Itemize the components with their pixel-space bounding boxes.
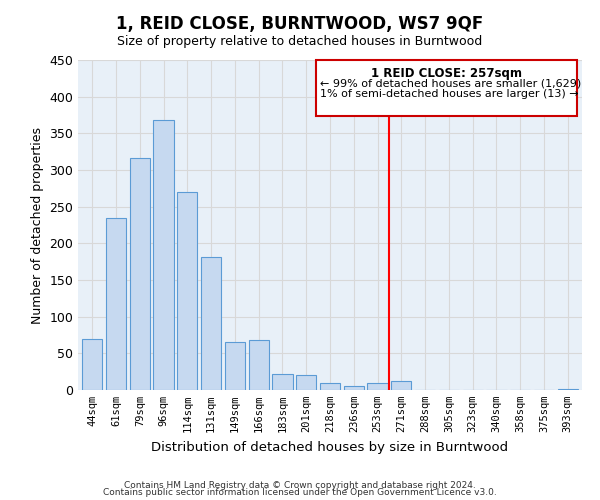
Bar <box>154 120 173 390</box>
Bar <box>201 256 221 390</box>
Text: 1% of semi-detached houses are larger (13) →: 1% of semi-detached houses are larger (1… <box>320 90 579 100</box>
Y-axis label: Number of detached properties: Number of detached properties <box>31 126 44 324</box>
Text: 1, REID CLOSE, BURNTWOOD, WS7 9QF: 1, REID CLOSE, BURNTWOOD, WS7 9QF <box>116 15 484 33</box>
Bar <box>367 382 388 390</box>
Bar <box>130 158 150 390</box>
Text: ← 99% of detached houses are smaller (1,629): ← 99% of detached houses are smaller (1,… <box>320 78 582 88</box>
Bar <box>296 376 316 390</box>
Text: Size of property relative to detached houses in Burntwood: Size of property relative to detached ho… <box>118 35 482 48</box>
Bar <box>106 218 126 390</box>
Bar <box>248 340 269 390</box>
Bar <box>391 381 412 390</box>
Text: Contains HM Land Registry data © Crown copyright and database right 2024.: Contains HM Land Registry data © Crown c… <box>124 480 476 490</box>
Bar <box>225 342 245 390</box>
Bar <box>320 382 340 390</box>
Bar <box>557 388 578 390</box>
Bar <box>82 338 103 390</box>
Bar <box>177 192 197 390</box>
X-axis label: Distribution of detached houses by size in Burntwood: Distribution of detached houses by size … <box>151 440 509 454</box>
Bar <box>272 374 293 390</box>
Bar <box>344 386 364 390</box>
Bar <box>316 60 577 116</box>
Text: 1 REID CLOSE: 257sqm: 1 REID CLOSE: 257sqm <box>371 66 522 80</box>
Text: Contains public sector information licensed under the Open Government Licence v3: Contains public sector information licen… <box>103 488 497 497</box>
